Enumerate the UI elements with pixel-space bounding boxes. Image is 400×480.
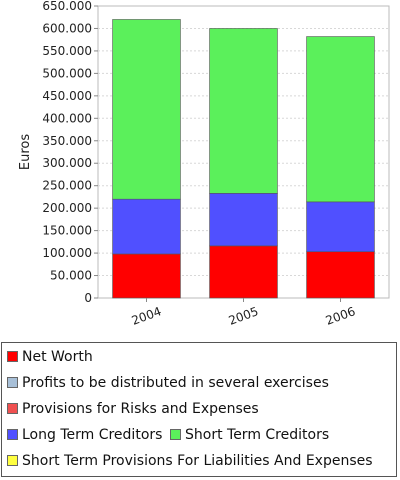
y-tick-label: 150.000 (42, 224, 92, 238)
y-tick-label: 500.000 (42, 66, 92, 80)
x-tick-label: 2004 (130, 304, 163, 328)
y-tick-label: 50.000 (50, 269, 92, 283)
y-tick-label: 450.000 (42, 89, 92, 103)
legend-label: Provisions for Risks and Expenses (22, 401, 259, 417)
bar-segment (306, 201, 375, 253)
legend-swatch (7, 403, 18, 414)
y-tick-label: 600.000 (42, 21, 92, 35)
legend-item: Long Term Creditors (7, 427, 162, 443)
legend-item: Short Term Provisions For Liabilities An… (7, 453, 373, 469)
bar-segment (112, 198, 181, 255)
legend-swatch (7, 429, 18, 440)
legend-label: Short Term Creditors (185, 427, 330, 443)
legend-swatch (7, 455, 18, 466)
stacked-bar-chart: 0 50.000 100.000 150.000 200.000 250.000 300.0… (18, 0, 390, 328)
y-tick-label: 0 (84, 291, 92, 305)
y-tick-label: 400.000 (42, 111, 92, 125)
legend-item: Profits to be distributed in several exe… (7, 375, 329, 391)
legend-label: Net Worth (22, 349, 93, 365)
y-tick-label: 350.000 (42, 134, 92, 148)
bar-segment (306, 251, 375, 299)
legend-item: Net Worth (7, 349, 93, 365)
legend-label: Long Term Creditors (22, 427, 163, 443)
bar-segment (209, 193, 278, 247)
legend-swatch (170, 429, 181, 440)
y-axis-ticks: 0 50.000 100.000 150.000 200.000 250.000 300.0… (42, 0, 98, 305)
legend: Net Worth Profits to be distributed in se… (1, 342, 397, 477)
legend-label: Profits to be distributed in several exe… (22, 375, 329, 391)
x-axis-ticks: 2004 2005 2006 (130, 298, 357, 328)
bar-segment (306, 36, 375, 203)
y-tick-label: 100.000 (42, 246, 92, 260)
y-axis-title: Euros (18, 134, 33, 170)
bars (112, 19, 375, 299)
x-tick-label: 2006 (324, 304, 357, 328)
bar-segment (112, 253, 181, 299)
legend-swatch (7, 351, 18, 362)
y-tick-label: 550.000 (42, 44, 92, 58)
legend-swatch (7, 377, 18, 388)
legend-item: Provisions for Risks and Expenses (7, 401, 259, 417)
bar-segment (209, 28, 278, 194)
y-tick-label: 250.000 (42, 179, 92, 193)
x-tick-label: 2005 (227, 304, 260, 328)
y-tick-label: 650.000 (42, 0, 92, 13)
y-tick-label: 200.000 (42, 201, 92, 215)
bar-segment (209, 245, 278, 299)
legend-label: Short Term Provisions For Liabilities An… (22, 453, 373, 469)
y-tick-label: 300.000 (42, 156, 92, 170)
bar-segment (112, 19, 181, 200)
legend-item: Short Term Creditors (170, 427, 329, 443)
